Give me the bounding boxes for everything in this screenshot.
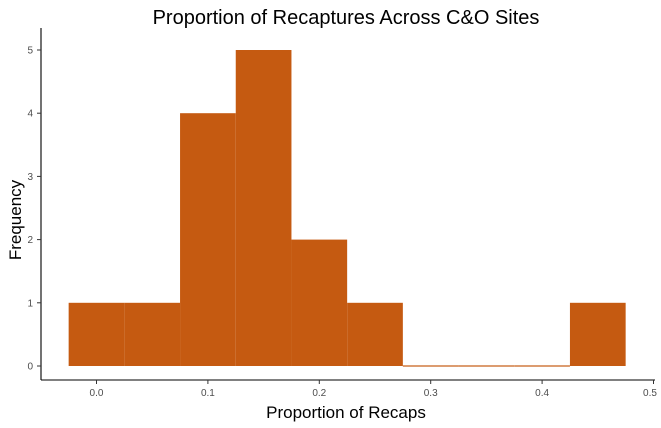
histogram-bar-2: [180, 113, 236, 366]
x-ticks-group: 0.0 0.1 0.2 0.3 0.4 0.5: [90, 380, 657, 399]
histogram-bar-6: [402, 365, 459, 367]
histogram-bar-9: [569, 302, 626, 366]
y-tick-label-1: 1: [27, 298, 33, 309]
histogram-bar-8: [514, 365, 570, 367]
histogram-bar-7: [458, 365, 515, 367]
x-tick-label-2: 0.2: [312, 388, 326, 399]
x-tick-label-3: 0.3: [424, 388, 438, 399]
y-axis-label: Frequency: [6, 179, 25, 260]
y-tick-label-4: 4: [27, 109, 33, 120]
x-tick-label-5: 0.5: [643, 388, 657, 399]
y-tick-label-0: 0: [27, 362, 33, 373]
chart-title: Proportion of Recaptures Across C&O Site…: [153, 7, 540, 29]
histogram-bar-5: [347, 302, 403, 366]
x-tick-label-1: 0.1: [201, 388, 215, 399]
y-tick-label-5: 5: [27, 46, 33, 57]
histogram-bar-4: [291, 239, 348, 366]
bars-group: [68, 50, 626, 367]
x-tick-label-0: 0.0: [90, 388, 104, 399]
y-ticks-group: 0 1 2 3 4 5: [27, 46, 41, 373]
histogram-bar-1: [124, 302, 181, 366]
histogram-bar-0: [68, 302, 125, 366]
y-tick-label-2: 2: [27, 235, 33, 246]
x-tick-label-4: 0.4: [535, 388, 549, 399]
y-tick-label-3: 3: [27, 172, 33, 183]
histogram-bar-3: [235, 50, 292, 366]
x-axis-label: Proportion of Recaps: [266, 403, 426, 422]
